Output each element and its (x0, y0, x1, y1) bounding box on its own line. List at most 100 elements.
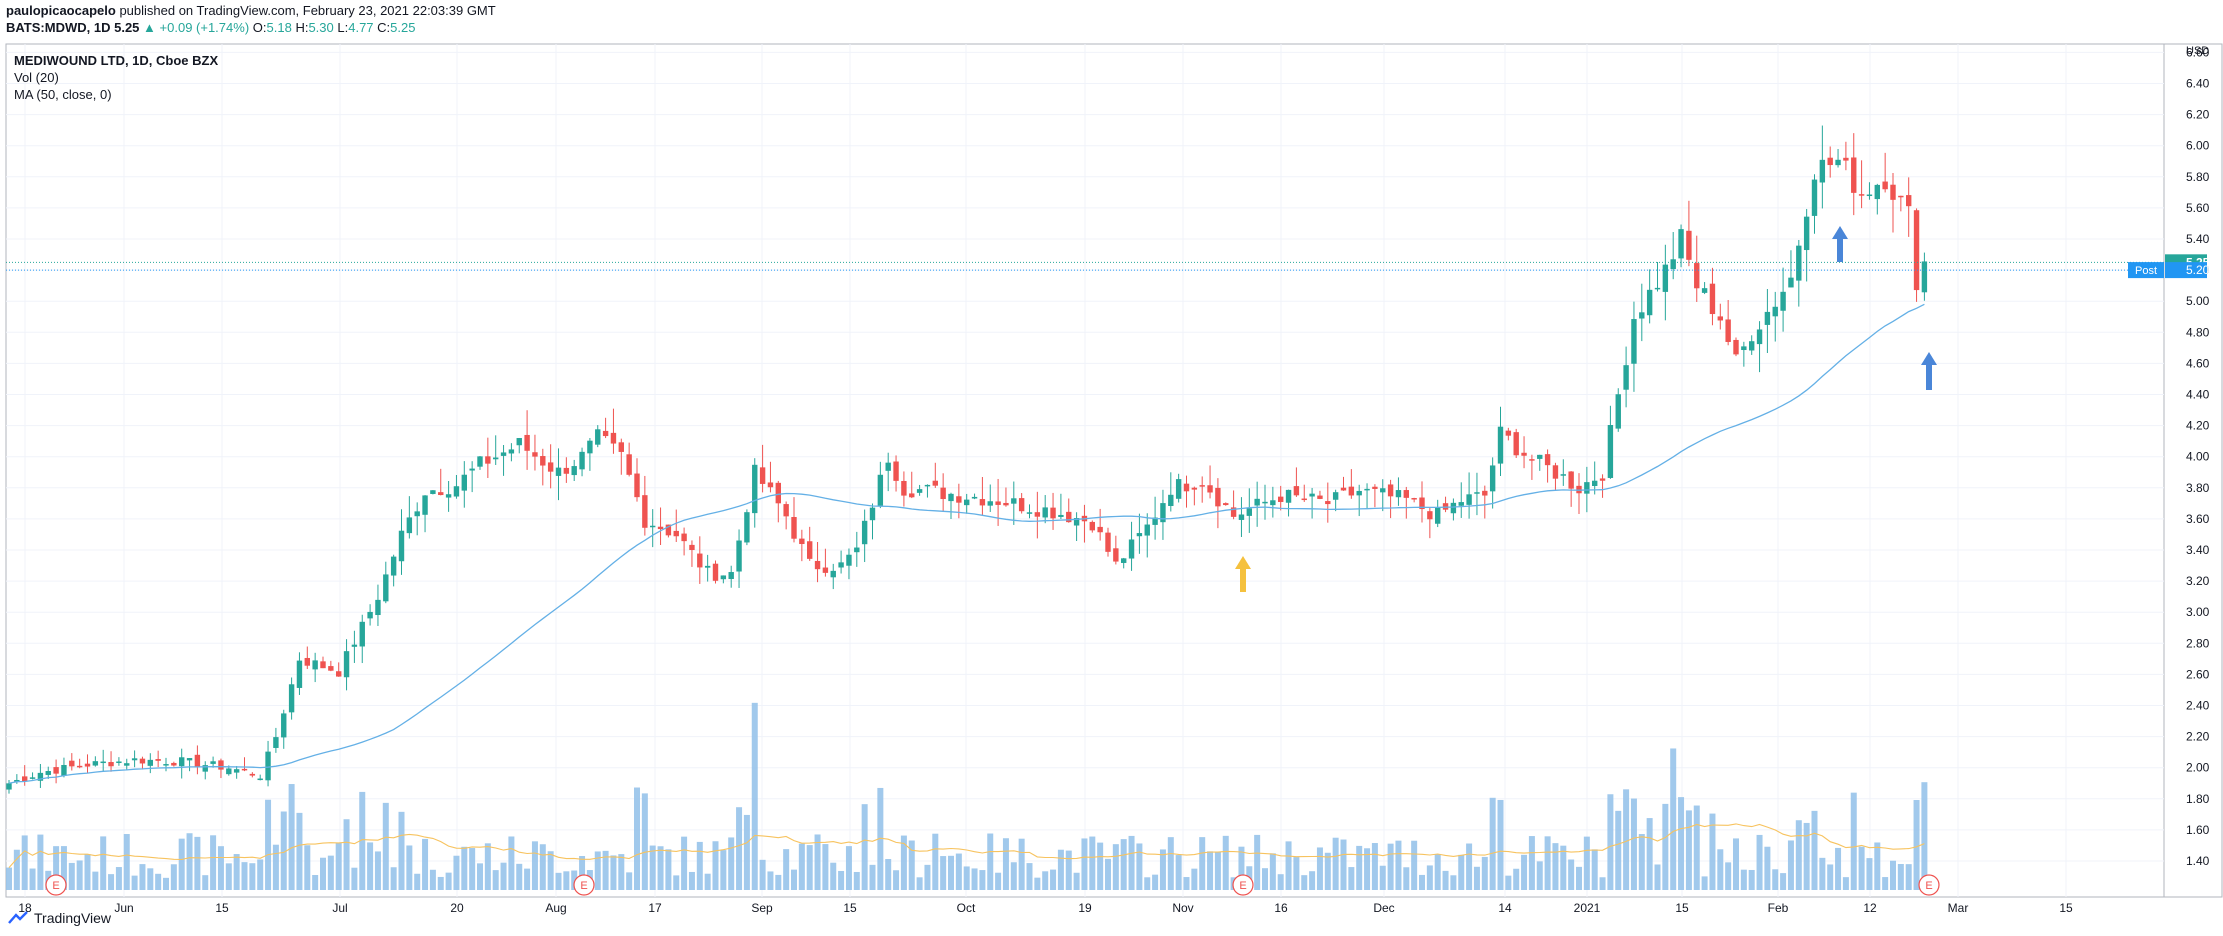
volume-bar (1073, 872, 1080, 890)
candle-body (1882, 181, 1888, 190)
candle-body (163, 764, 169, 766)
volume-bar (265, 799, 272, 890)
volume-bar (202, 875, 209, 890)
volume-bar (1285, 841, 1292, 890)
candle-body (445, 494, 452, 498)
volume-bar (1576, 866, 1582, 890)
x-tick-label: Sep (751, 901, 773, 915)
candle-body (783, 504, 789, 517)
volume-bar (1497, 799, 1504, 890)
candle-body (336, 671, 342, 677)
volume-bar (1175, 855, 1182, 890)
volume-bar (657, 846, 664, 890)
candle-body (995, 501, 1001, 505)
x-tick-label: Jun (114, 901, 133, 915)
volume-bar (1277, 874, 1284, 890)
volume-bar (1371, 843, 1378, 890)
volume-bar (1348, 867, 1355, 890)
annotation-arrow[interactable] (1832, 226, 1848, 262)
y-tick-label: 6.60 (2186, 45, 2210, 59)
volume-bar (1042, 871, 1049, 890)
y-tick-label: 1.80 (2186, 792, 2210, 806)
legend-volume[interactable]: Vol (20) (14, 70, 59, 85)
volume-bar (547, 851, 554, 890)
candle-body (579, 451, 585, 470)
candle-body (1866, 194, 1873, 197)
volume-bar (296, 812, 303, 890)
volume-bar (249, 863, 256, 890)
close-value: 5.25 (390, 20, 416, 35)
candle-body (1654, 287, 1661, 290)
author-name[interactable]: paulopicaocapelo (6, 3, 116, 18)
volume-bar (1827, 864, 1834, 890)
y-tick-label: 1.60 (2186, 823, 2210, 837)
candle-body (1749, 341, 1755, 351)
volume-bar (1803, 822, 1810, 890)
volume-bar (1599, 877, 1606, 890)
symbol: BATS:MDWD, 1D (6, 20, 111, 35)
earnings-marker[interactable] (1232, 874, 1254, 896)
candle-body (689, 544, 695, 551)
candle-body (328, 666, 334, 671)
volume-bar (1678, 797, 1685, 890)
volume-bar (861, 804, 868, 890)
volume-bar (1191, 868, 1198, 890)
x-tick-label: 2021 (1574, 901, 1601, 915)
candle-body (1772, 306, 1778, 317)
candle-body (1325, 501, 1331, 505)
candle-body (657, 526, 664, 530)
volume-bar (390, 867, 397, 890)
candle-body (1230, 507, 1237, 517)
candle-body (61, 764, 67, 776)
candle-body (69, 760, 75, 767)
volume-bar (665, 849, 672, 890)
volume-bar (280, 811, 287, 890)
candle-body (1168, 494, 1174, 506)
legend-ma[interactable]: MA (50, close, 0) (14, 87, 112, 102)
candle-body (108, 762, 114, 767)
candle-body (210, 761, 216, 764)
candle-body (1003, 502, 1009, 506)
volume-bar (531, 841, 538, 890)
candle-body (469, 468, 475, 471)
candle-body (1764, 311, 1771, 325)
volume-bar (1466, 843, 1473, 890)
annotation-arrow[interactable] (1921, 352, 1937, 390)
candle-body (1631, 319, 1637, 364)
candle-body (697, 553, 703, 568)
volume-bar (1756, 834, 1763, 890)
candle-body (1599, 478, 1606, 481)
volume-bar (29, 868, 36, 890)
candle-body (1278, 496, 1284, 502)
close-label: C: (377, 20, 391, 35)
candle-body (1105, 532, 1111, 552)
candle-body (84, 763, 91, 767)
volume-bar (1238, 846, 1245, 890)
x-tick-label: Nov (1172, 901, 1193, 915)
candle-body (987, 501, 993, 506)
candle-body (814, 560, 821, 570)
earnings-marker[interactable] (45, 874, 67, 896)
candle-body (1270, 500, 1276, 506)
earnings-marker[interactable] (1918, 874, 1940, 896)
candle-body (516, 438, 522, 446)
volume-bar (477, 863, 483, 890)
volume-bar (539, 844, 546, 890)
volume-bar (1159, 849, 1166, 890)
candle-body (1733, 339, 1739, 355)
candle-body (1097, 526, 1103, 533)
candle-body (1898, 195, 1904, 198)
volume-bar (1583, 836, 1590, 890)
tradingview-footer[interactable]: TradingView (8, 910, 111, 926)
price-axis[interactable] (2163, 43, 2223, 898)
candle-body (29, 777, 36, 779)
candle-body (438, 492, 444, 496)
volume-bar (1905, 864, 1912, 890)
y-tick-label: 1.40 (2186, 854, 2210, 868)
candle-body (124, 763, 130, 766)
earnings-marker[interactable] (573, 874, 595, 896)
volume-bar (1097, 842, 1104, 890)
annotation-arrow[interactable] (1235, 556, 1251, 592)
volume-bar (1144, 877, 1151, 890)
